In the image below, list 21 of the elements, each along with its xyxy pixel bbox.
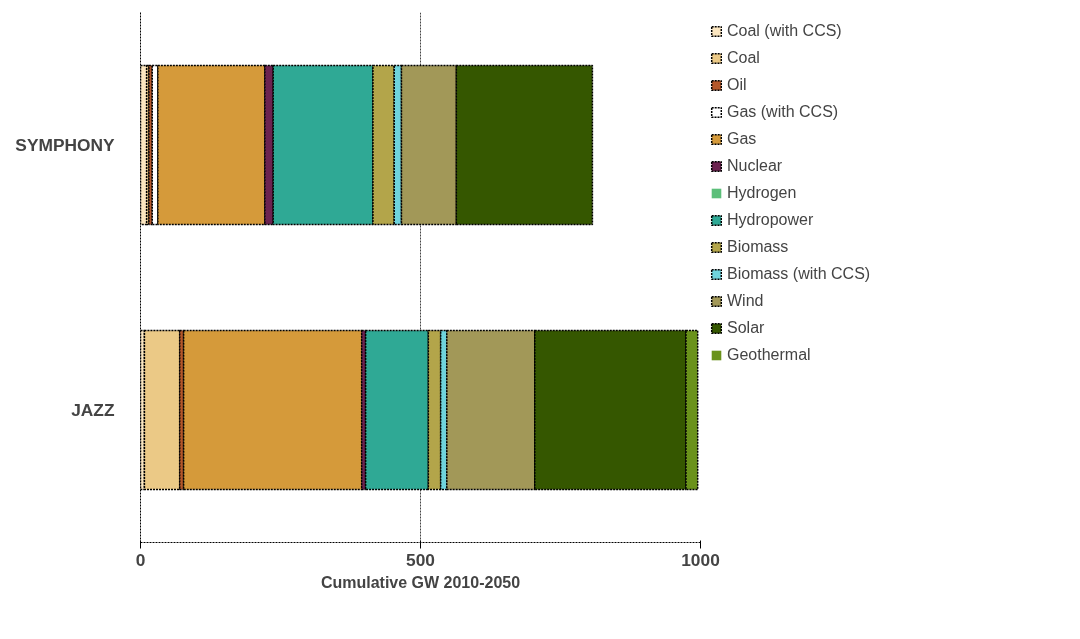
legend-label: Nuclear [727, 157, 783, 175]
x-axis-title: Cumulative GW 2010-2050 [320, 573, 521, 591]
x-tick-label: 500 [406, 549, 435, 570]
legend-label: Oil [727, 76, 747, 94]
y-tick-label: JAZZ [71, 400, 115, 420]
legend-label: Gas (with CCS) [727, 103, 839, 121]
x-tick-label: 0 [135, 549, 146, 570]
legend-label: Geothermal [727, 346, 811, 364]
legend-label: Biomass [727, 238, 789, 256]
legend-label: Solar [727, 319, 765, 337]
legend-label: Biomass (with CCS) [727, 265, 871, 283]
x-tick-label: 1000 [681, 549, 720, 570]
legend-label: Hydropower [727, 211, 814, 229]
legend-label: Hydrogen [727, 184, 797, 202]
bar [143, 329, 181, 491]
bar [182, 329, 363, 491]
legend-label: Coal [727, 49, 760, 67]
y-tick-label: SYMPHONY [15, 135, 115, 155]
legend-label: Coal (with CCS) [727, 22, 842, 40]
legend-label: Gas [727, 130, 757, 148]
legend-label: Wind [727, 292, 764, 310]
